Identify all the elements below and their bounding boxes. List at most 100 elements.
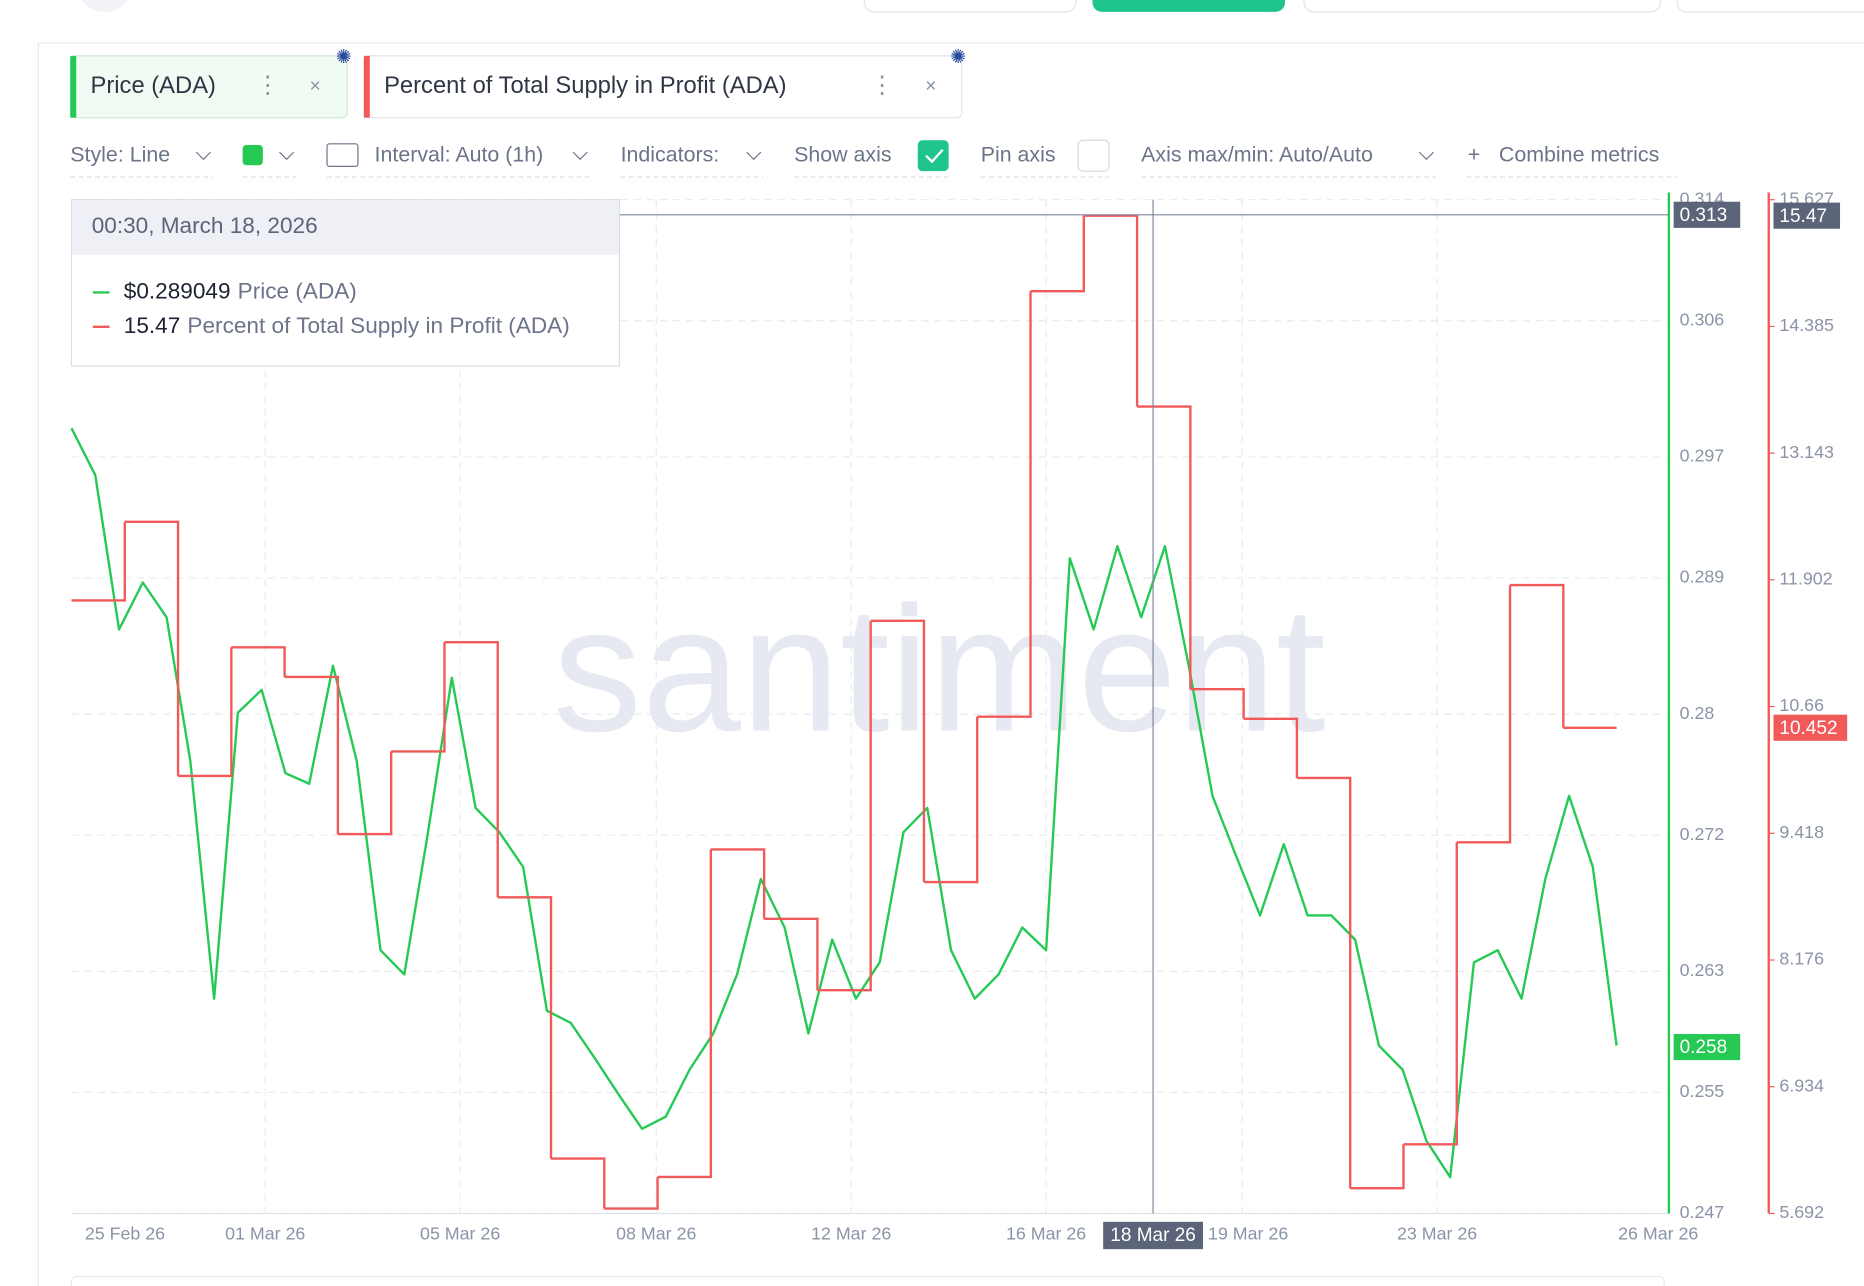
y-tick-label: 0.272 (1680, 824, 1725, 844)
step-line (1137, 405, 1192, 690)
step-line (284, 675, 340, 835)
step-line (1190, 687, 1245, 719)
step-line (551, 1157, 606, 1209)
watermark: santiment (553, 570, 1326, 769)
y2-tick-label: 9.418 (1779, 822, 1824, 842)
step-line (391, 642, 446, 753)
step-line (497, 896, 553, 1159)
price-line (70, 427, 1618, 1179)
step-line (444, 641, 499, 898)
step-line (124, 520, 180, 776)
y-tick-label: 0.255 (1680, 1081, 1725, 1101)
y-tick-label: 0.289 (1680, 567, 1725, 587)
y2-tick-label: 6.934 (1779, 1075, 1824, 1095)
axis-minmax-select[interactable]: Axis max/min: Auto/Auto (1141, 142, 1373, 166)
crosshair-y-badge-label: 0.313 (1680, 205, 1728, 226)
pin-axis-label: Pin axis (981, 142, 1056, 166)
navigator[interactable] (70, 1275, 1665, 1286)
tab-close[interactable]: × (310, 76, 321, 97)
tooltip-row: $0.289049 Price (ADA) (124, 278, 357, 303)
step-line (178, 647, 233, 778)
crosshair-x-badge (1103, 1221, 1203, 1250)
y-tick-label: 0.297 (1680, 446, 1725, 466)
crosshair-x-label: 18 Mar 26 (1110, 1225, 1196, 1246)
x-tick-label: 26 Mar 26 (1618, 1224, 1698, 1244)
step-line (657, 849, 713, 1179)
chevron (195, 151, 211, 161)
step-line (71, 521, 126, 602)
step-line (1510, 583, 1565, 728)
step-line (604, 1176, 659, 1210)
x-tick-label: 19 Mar 26 (1208, 1224, 1288, 1244)
top-button[interactable] (863, 0, 1077, 13)
pin-axis-checkbox[interactable] (1077, 139, 1110, 172)
step-line (764, 917, 819, 991)
step-line (710, 848, 766, 919)
last-y-badge-label: 0.258 (1680, 1037, 1728, 1058)
tab-menu[interactable]: ⋮ (256, 72, 280, 99)
last-y-badge (1673, 1033, 1741, 1061)
show-axis-checkbox[interactable] (917, 140, 949, 172)
plot-area: 25 Feb 26 01 Mar 26 05 Mar 26 08 Mar 26 12 M… (70, 188, 1834, 1244)
y2-tick-label: 14.385 (1779, 315, 1834, 335)
y2-tick-label: 5.692 (1779, 1202, 1824, 1222)
tab-accent (70, 55, 77, 118)
chevron (1418, 151, 1434, 161)
tooltip-metric: Percent of Total Supply in Profit (ADA) (187, 313, 569, 338)
crosshair-y-badge (1673, 201, 1741, 228)
tooltip-header (72, 200, 619, 255)
step-line (977, 291, 1032, 718)
step-line (337, 751, 393, 836)
step-line (1083, 214, 1139, 407)
x-tick-label: 16 Mar 26 (1006, 1224, 1086, 1244)
crosshair-y2-badge-label: 15.47 (1779, 206, 1827, 227)
step-line (231, 646, 286, 677)
toolbar: Style: Line Interval: Auto (1h) Indicato… (70, 139, 1678, 178)
tab-close[interactable]: × (925, 76, 936, 97)
step-line (870, 619, 926, 883)
x-tick-label: 23 Mar 26 (1397, 1224, 1477, 1244)
check (925, 148, 944, 164)
chevron (279, 151, 295, 161)
tooltip-metric: Price (ADA) (238, 278, 357, 303)
step-line (817, 620, 872, 992)
interval-select[interactable]: Interval: Auto (1h) (375, 142, 544, 166)
ada-icon: ✺ (336, 47, 352, 68)
show-axis-label: Show axis (794, 142, 891, 166)
y2-tick-label: 10.66 (1779, 695, 1824, 715)
tab-label: Price (ADA) (91, 72, 216, 99)
chevron (572, 151, 588, 161)
x-tick-label: 12 Mar 26 (811, 1224, 891, 1244)
tooltip-value: $0.289049 (124, 278, 231, 303)
tab-menu[interactable]: ⋮ (870, 72, 894, 99)
top-button[interactable] (1303, 0, 1662, 13)
avatar (81, 0, 128, 12)
indicators-select[interactable]: Indicators: (621, 142, 720, 166)
top-button[interactable] (1676, 0, 1864, 13)
y-tick-label: 0.306 (1680, 309, 1725, 329)
x-tick-label: 08 Mar 26 (616, 1224, 696, 1244)
style-select[interactable]: Style: Line (70, 142, 170, 166)
tab-label: Percent of Total Supply in Profit (ADA) (384, 72, 786, 99)
overlay: 0.313 15.47 0.258 10.452 18 Mar 26 00:30, Mar… (70, 199, 1848, 1250)
tooltip-row: 15.47 Percent of Total Supply in Profit (… (124, 313, 570, 338)
step-line (1456, 585, 1512, 844)
top-button[interactable] (1092, 0, 1285, 12)
plus-icon: + (1468, 142, 1480, 166)
step-line (923, 716, 979, 884)
combine-metrics[interactable]: Combine metrics (1499, 142, 1659, 166)
step-line (1030, 215, 1085, 293)
step-line (1403, 842, 1458, 1146)
tab-accent (363, 55, 370, 118)
step-line (1243, 717, 1299, 778)
tooltip-value: 15.47 (124, 313, 181, 338)
step-line (1350, 1144, 1405, 1190)
y2-tick-label: 13.143 (1779, 442, 1834, 462)
x-tick-label: 01 Mar 26 (225, 1224, 305, 1244)
metric-tab[interactable] (69, 55, 348, 119)
color-swatch[interactable] (242, 145, 263, 166)
last-y2-badge-label: 10.452 (1779, 718, 1837, 739)
y2-tick-label: 11.902 (1779, 568, 1832, 588)
